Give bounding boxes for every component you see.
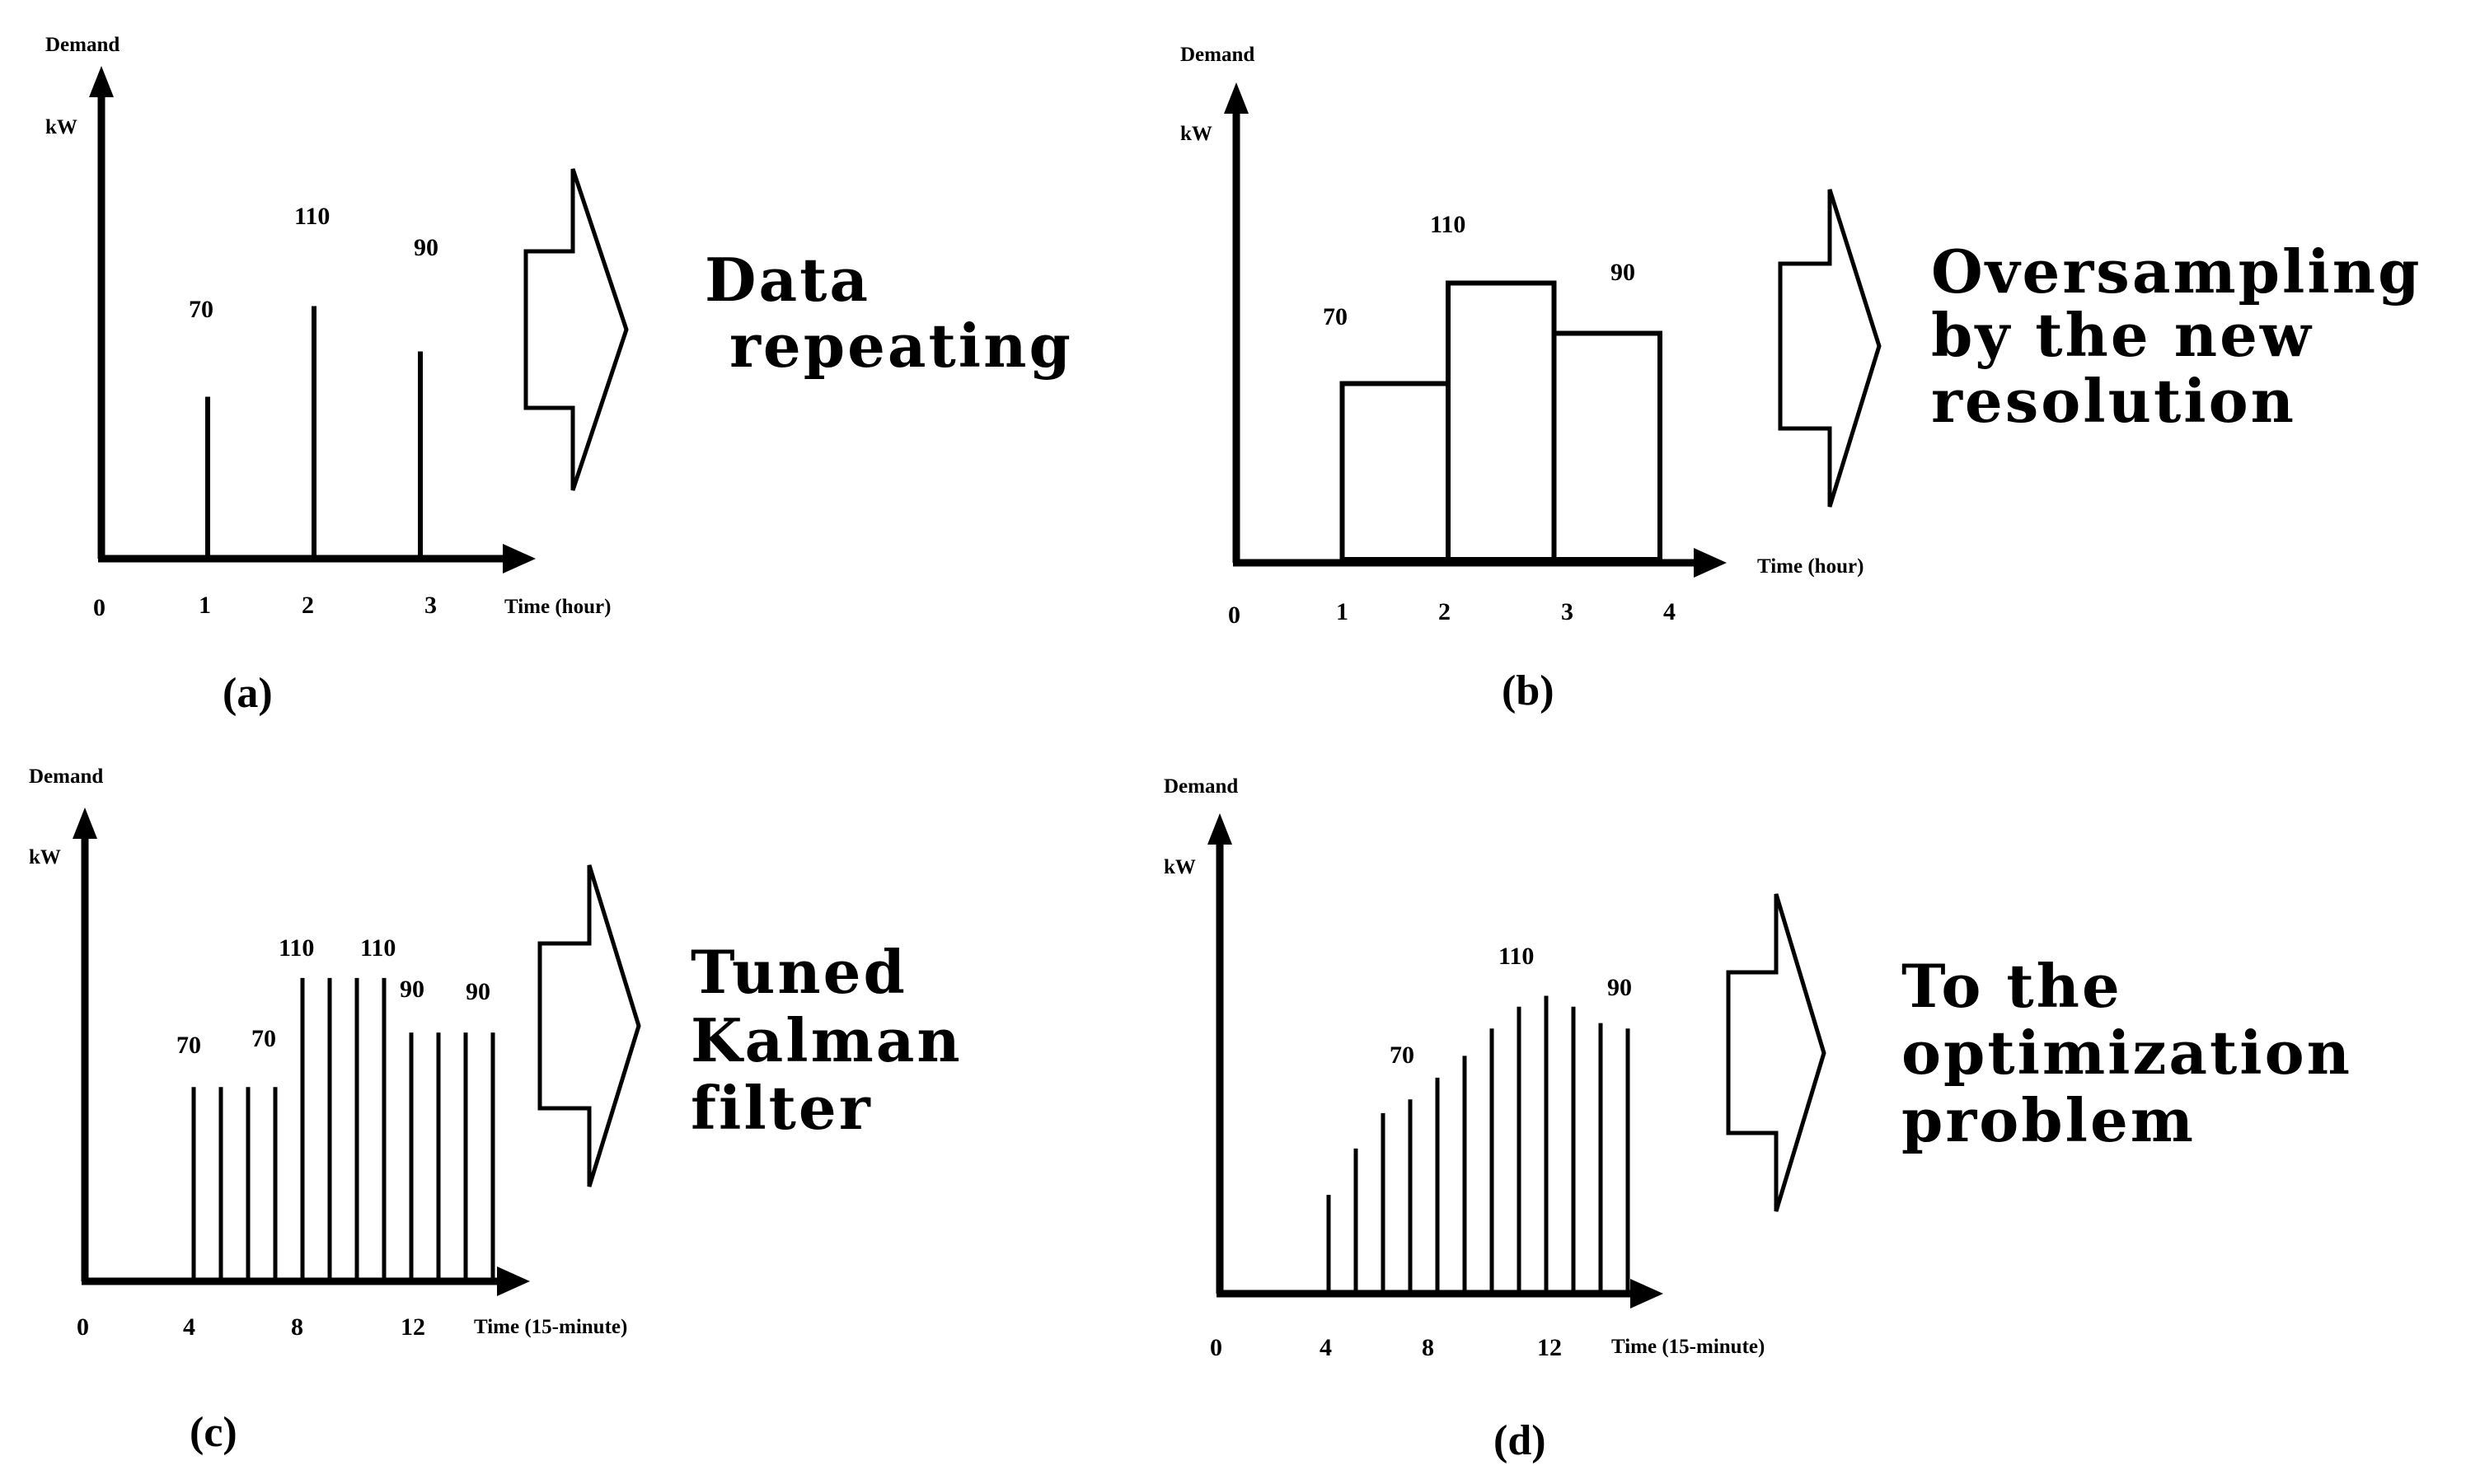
x-axis-title: Time (hour): [1757, 555, 1864, 578]
tick-label: 3: [424, 592, 437, 619]
value-label: 110: [1498, 943, 1534, 970]
y-axis-title: Demand: [1164, 775, 1238, 798]
value-label: 70: [176, 1032, 201, 1059]
tick-label: 12: [401, 1313, 425, 1341]
panel-b-chart: Demand kW Time (hour) 0 1 2 3 4 70 110 9…: [1180, 44, 1864, 629]
value-label: 70: [1323, 303, 1348, 330]
y-axis-unit: kW: [45, 116, 77, 138]
value-label: 90: [414, 234, 438, 261]
x-axis-arrowhead: [1630, 1279, 1663, 1308]
step-label: resolution: [1931, 366, 2296, 436]
panel-c-chart: Demand kW Time (15-minute) 0 4 8 12 70 7…: [29, 765, 627, 1341]
y-axis-unit: kW: [29, 846, 61, 868]
value-label: 90: [1610, 259, 1635, 286]
step-label: filter: [691, 1073, 873, 1143]
step-label: problem: [1901, 1085, 2196, 1155]
flow-arrow: [523, 168, 629, 491]
panel-caption: (d): [1493, 1417, 1546, 1464]
demand-step-bar: [1446, 280, 1557, 562]
tick-label: 2: [1438, 598, 1451, 625]
x-axis-arrowhead: [1694, 548, 1727, 578]
demand-step-bar: [1339, 381, 1451, 562]
panel-caption: (a): [223, 670, 273, 717]
y-axis-arrowhead: [73, 808, 97, 839]
tick-label: 0: [1210, 1334, 1222, 1361]
y-axis-arrowhead: [1207, 813, 1232, 845]
value-label: 90: [400, 976, 424, 1003]
value-label: 90: [1607, 974, 1632, 1001]
x-axis-title: Time (15-minute): [474, 1316, 627, 1338]
value-label: 90: [466, 978, 490, 1005]
value-label: 70: [251, 1025, 276, 1052]
value-label: 70: [189, 296, 213, 323]
x-axis-arrowhead: [503, 544, 536, 573]
flow-arrow: [537, 864, 641, 1187]
value-label: 110: [279, 934, 314, 962]
tick-label: 4: [1320, 1334, 1332, 1361]
panel-d-chart: Demand kW Time (15-minute) 0 4 8 12 70 1…: [1164, 775, 1765, 1361]
y-axis-title: Demand: [1180, 44, 1254, 66]
panel-d: Demand kW Time (15-minute) 0 4 8 12 70 1…: [1164, 775, 2352, 1464]
step-label: Tuned: [691, 937, 907, 1007]
x-axis-title: Time (hour): [504, 596, 611, 618]
tick-label: 0: [93, 594, 105, 621]
tick-label: 0: [1228, 602, 1240, 629]
y-axis-title: Demand: [29, 765, 103, 788]
panel-a-chart: Demand kW Time (hour) 0 1 2 3 70 110 90: [45, 34, 611, 621]
tick-label: 0: [77, 1313, 89, 1341]
x-axis-arrowhead: [497, 1266, 530, 1296]
y-axis-unit: kW: [1180, 123, 1212, 145]
step-label: repeating: [729, 311, 1073, 381]
value-label: 110: [294, 203, 330, 230]
y-axis-arrowhead: [1224, 82, 1249, 114]
step-label: Oversampling: [1931, 236, 2421, 307]
step-label: by the new: [1931, 300, 2314, 370]
value-label: 70: [1390, 1042, 1414, 1069]
tick-label: 8: [291, 1313, 303, 1341]
panel-caption: (b): [1502, 667, 1554, 714]
x-axis-title: Time (15-minute): [1611, 1336, 1765, 1358]
step-label: Kalman: [691, 1005, 963, 1075]
tick-label: 4: [183, 1313, 195, 1341]
tick-label: 2: [302, 592, 314, 619]
value-label: 110: [1430, 211, 1465, 238]
panel-caption: (c): [190, 1409, 237, 1456]
tick-label: 3: [1561, 598, 1573, 625]
panel-c: Demand kW Time (15-minute) 0 4 8 12 70 7…: [29, 765, 963, 1456]
y-axis-title: Demand: [45, 34, 120, 56]
y-axis-unit: kW: [1164, 856, 1196, 878]
tick-label: 1: [1336, 598, 1348, 625]
step-label: optimization: [1901, 1018, 2352, 1088]
panel-a: Demand kW Time (hour) 0 1 2 3 70 110 90 …: [45, 34, 1073, 717]
flow-arrow: [1778, 189, 1882, 508]
step-label: To the: [1901, 951, 2122, 1021]
demand-step-bar: [1551, 330, 1662, 562]
tick-label: 12: [1537, 1334, 1562, 1361]
tick-label: 1: [199, 592, 211, 619]
flow-arrow: [1726, 893, 1826, 1212]
tick-label: 8: [1422, 1334, 1434, 1361]
tick-label: 4: [1663, 598, 1676, 625]
value-label: 110: [360, 934, 396, 962]
panel-b: Demand kW Time (hour) 0 1 2 3 4 70 110 9…: [1180, 44, 2421, 714]
y-axis-arrowhead: [89, 66, 114, 97]
step-label: Data: [705, 245, 870, 315]
